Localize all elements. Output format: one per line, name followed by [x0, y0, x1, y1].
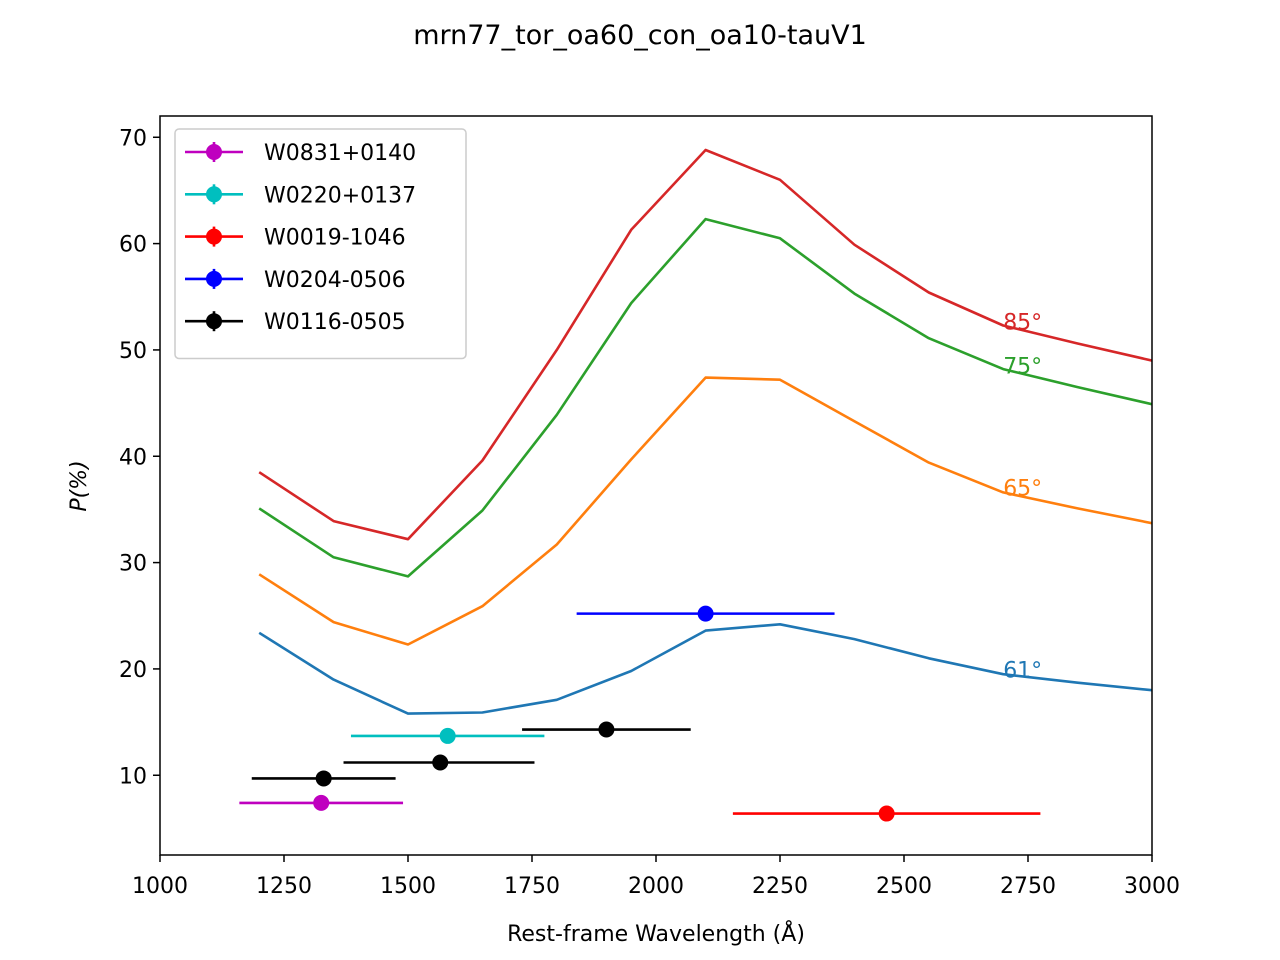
curve-label-1: 75°: [1003, 354, 1042, 379]
legend-label-2: W0019-1046: [264, 226, 406, 251]
series-line-1: [258, 376, 1152, 646]
data-point-4-1: [432, 754, 449, 771]
x-tick-label-7: 2750: [1000, 874, 1056, 899]
series-line-2: [258, 217, 1152, 578]
legend-label-4: W0116-0505: [264, 310, 406, 335]
curve-label-0: 85°: [1003, 311, 1042, 336]
x-tick-label-5: 2250: [752, 874, 808, 899]
legend-marker-0: [206, 144, 222, 160]
plot-content: 85° 75° 65° 61°: [239, 148, 1152, 822]
x-tick-label-3: 1750: [504, 874, 560, 899]
data-point-2-0: [878, 805, 895, 822]
legend-marker-1: [206, 186, 222, 203]
legend-marker-2: [206, 228, 222, 245]
legend-label-1: W0220+0137: [264, 183, 416, 208]
y-axis-label: P(%): [67, 460, 92, 511]
y-tick-label-1: 20: [119, 658, 147, 683]
y-tick-label-6: 70: [119, 126, 147, 151]
x-tick-label-0: 1000: [132, 874, 188, 899]
x-tick-label-2: 1500: [380, 874, 436, 899]
legend: W0831+0140 W0220+0137 W0019-1046 W0204-0506…: [174, 128, 467, 360]
chart-title: mrn77_tor_oa60_con_oa10-tauV1: [413, 20, 867, 51]
curve-label-3: 61°: [1003, 658, 1042, 683]
legend-marker-4: [206, 313, 222, 330]
data-point-4-0: [315, 770, 332, 787]
legend-label-0: W0831+0140: [264, 141, 416, 166]
data-point-1-0: [439, 727, 456, 744]
x-tick-label-1: 1250: [256, 874, 312, 899]
y-tick-label-0: 10: [119, 764, 147, 789]
y-tick-label-3: 40: [119, 445, 147, 470]
axis-ticks: 1000 1250 1500 1750 2000 2250 2500 2750 3000 10 20…: [119, 126, 1180, 899]
legend-box: [174, 128, 467, 360]
y-tick-label-2: 30: [119, 552, 147, 577]
curve-label-2: 65°: [1003, 477, 1042, 502]
x-tick-label-4: 2000: [628, 874, 684, 899]
legend-label-3: W0204-0506: [264, 268, 406, 293]
x-axis-label: Rest-frame Wavelength (Å): [507, 920, 805, 947]
y-tick-label-5: 60: [119, 233, 147, 258]
series-line-0: [258, 622, 1152, 715]
data-point-3-0: [697, 605, 714, 622]
data-point-4-2: [598, 721, 615, 738]
x-tick-label-6: 2500: [876, 874, 932, 899]
plot-area: 85° 75° 65° 61°: [239, 148, 1152, 822]
data-point-0-0: [313, 794, 330, 811]
legend-marker-3: [206, 270, 222, 287]
x-tick-label-8: 3000: [1124, 874, 1180, 899]
y-tick-label-4: 50: [119, 339, 147, 364]
series-line-3: [258, 148, 1152, 541]
